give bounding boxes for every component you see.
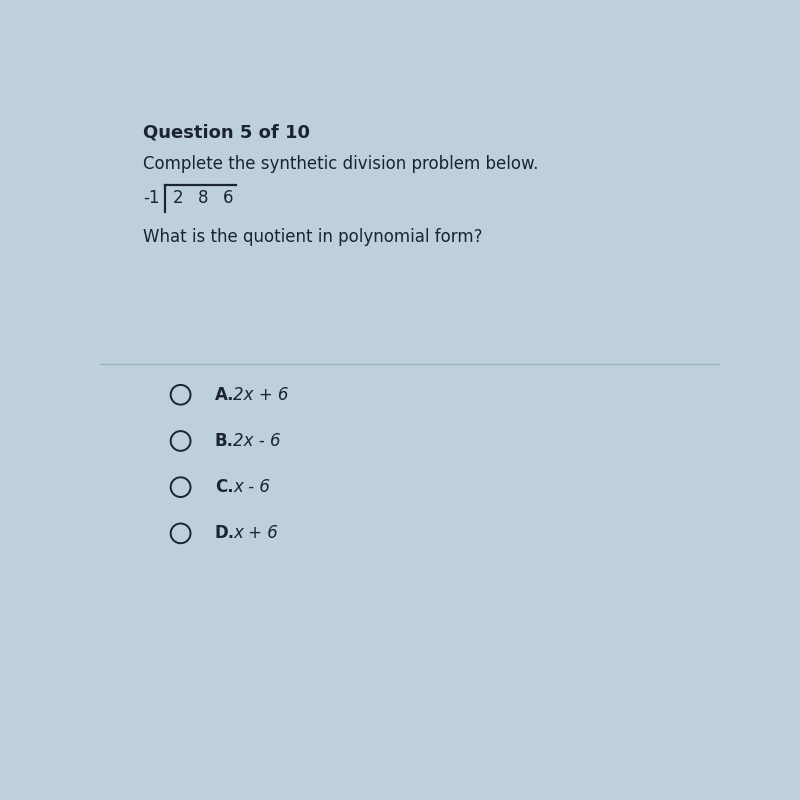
Text: B.: B. [214,432,234,450]
Text: -1: -1 [143,190,160,207]
Text: Question 5 of 10: Question 5 of 10 [143,124,310,142]
Text: 8: 8 [198,190,209,207]
Text: 6: 6 [222,190,234,207]
Text: What is the quotient in polynomial form?: What is the quotient in polynomial form? [143,229,483,246]
Text: 2x + 6: 2x + 6 [234,386,289,404]
Text: A.: A. [214,386,234,404]
Text: Complete the synthetic division problem below.: Complete the synthetic division problem … [143,154,538,173]
Text: x + 6: x + 6 [234,524,278,542]
Text: 2x - 6: 2x - 6 [234,432,281,450]
Text: C.: C. [214,478,234,496]
Text: D.: D. [214,524,235,542]
Text: x - 6: x - 6 [234,478,270,496]
Text: 2: 2 [173,190,184,207]
